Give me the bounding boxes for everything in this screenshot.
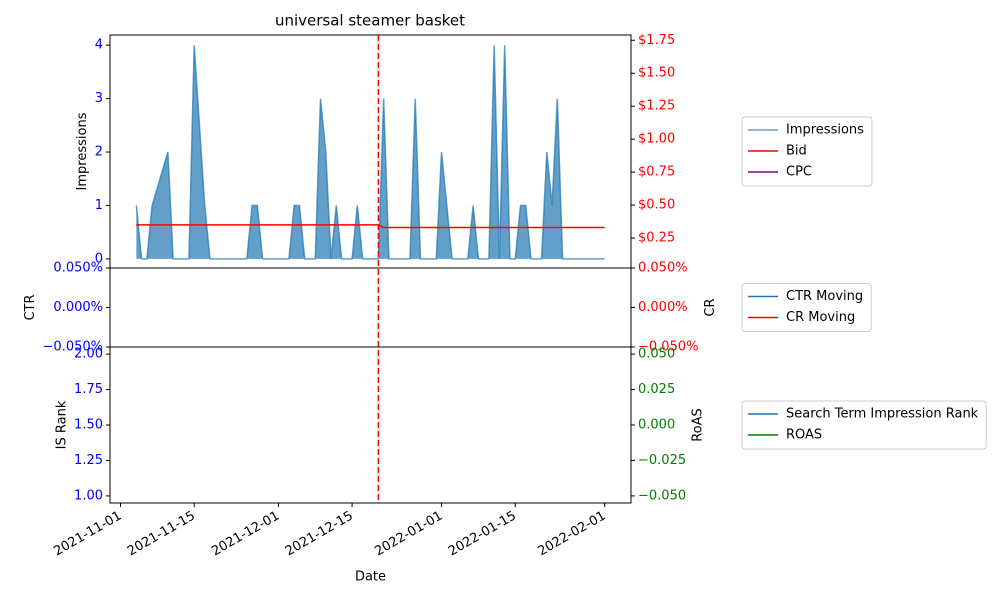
- x-tick-label: 2021-11-01: [51, 509, 124, 560]
- y2-tick-label: −0.050: [638, 488, 686, 503]
- plot-frame: [109, 267, 632, 348]
- y-axis-label: IS Rank: [55, 400, 70, 449]
- y-tick-label: 0.000%: [53, 300, 103, 315]
- x-tick-label: 2021-12-01: [209, 509, 282, 560]
- x-axis-label: Date: [355, 570, 386, 585]
- x-tick-label: 2022-02-01: [535, 509, 608, 560]
- y2-tick-label: 0.050: [638, 347, 675, 362]
- y-tick-label: 1: [95, 198, 103, 213]
- y2-tick-label: $1.50: [638, 66, 675, 81]
- legend: [741, 116, 873, 187]
- y2-tick-label: 0.050%: [638, 261, 688, 276]
- legend-label: Impressions: [786, 123, 864, 138]
- y-tick-label: 3: [95, 91, 103, 106]
- y-axis-label: Impressions: [75, 112, 90, 190]
- line: [135, 45, 605, 260]
- plot-frame: [109, 346, 632, 504]
- y2-tick-label: $0.25: [638, 231, 675, 246]
- y2-tick-label: 0.025: [638, 382, 675, 397]
- chart-title: universal steamer basket: [275, 12, 465, 30]
- y2-tick-label: 0.000%: [638, 300, 688, 315]
- y-tick-label: 1.00: [74, 488, 103, 503]
- y2-tick-label: −0.025: [638, 453, 686, 468]
- y2-tick-label: 0.000: [638, 418, 675, 433]
- y-tick-label: 4: [95, 38, 103, 53]
- y-tick-label: 0: [95, 251, 103, 266]
- x-tick-label: 2022-01-01: [372, 509, 445, 560]
- y2-axis-label: RoAS: [691, 408, 706, 442]
- legend-label: CTR Moving: [786, 289, 863, 304]
- y-tick-label: −0.050%: [43, 340, 103, 355]
- y2-tick-label: $0.75: [638, 165, 675, 180]
- x-tick-label: 2022-01-15: [446, 509, 519, 560]
- area: [136, 45, 605, 259]
- y2-tick-label: $1.25: [638, 99, 675, 114]
- y-tick-label: 2.00: [74, 347, 103, 362]
- y2-tick-label: $0.50: [638, 198, 675, 213]
- x-tick-label: 2021-11-15: [125, 509, 198, 560]
- y-tick-label: 1.75: [74, 382, 103, 397]
- legend: [741, 283, 872, 332]
- y-tick-label: 1.50: [74, 418, 103, 433]
- y2-tick-label: $1.75: [638, 33, 675, 48]
- y2-axis-label: CR: [703, 298, 718, 316]
- legend-label: Bid: [786, 144, 807, 159]
- y-tick-label: 0.050%: [53, 261, 103, 276]
- legend: [741, 400, 987, 450]
- y-tick-label: 2: [95, 145, 103, 160]
- y-axis-label: CTR: [23, 294, 38, 320]
- y2-tick-label: $1.00: [638, 132, 675, 147]
- y2-tick-label: −0.050%: [638, 340, 698, 355]
- y-tick-label: 1.25: [74, 453, 103, 468]
- legend-label: CPC: [786, 165, 812, 180]
- line: [136, 224, 605, 229]
- x-tick-label: 2021-12-15: [283, 509, 356, 560]
- legend-label: ROAS: [786, 428, 822, 443]
- legend-label: CR Moving: [786, 310, 855, 325]
- legend-label: Search Term Impression Rank: [786, 407, 979, 422]
